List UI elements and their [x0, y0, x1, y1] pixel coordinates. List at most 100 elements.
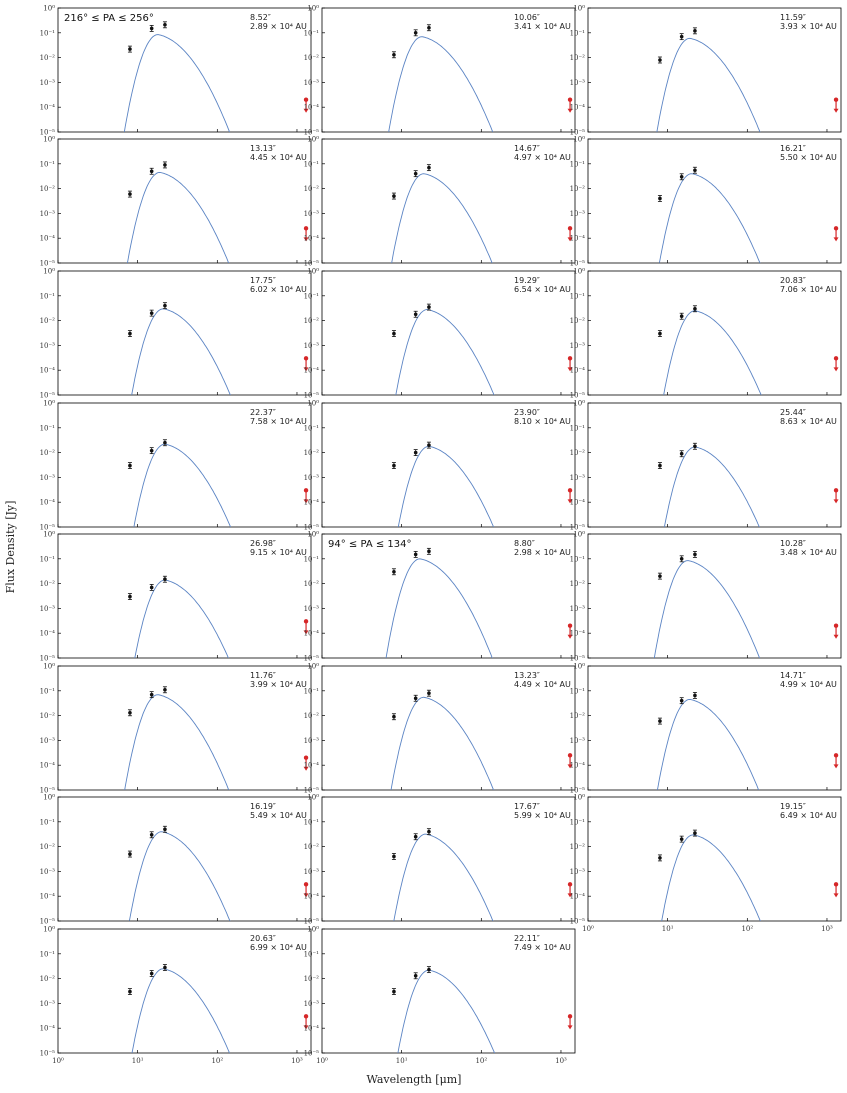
y-tick-label: 10⁻³ — [304, 79, 320, 87]
data-point — [392, 989, 396, 994]
data-point — [427, 549, 431, 554]
y-tick-label: 10⁻² — [40, 580, 56, 588]
y-tick-label: 10⁻⁴ — [304, 235, 320, 243]
upper-limit-arrowhead — [567, 237, 573, 242]
pa-range-label: 94° ≤ PA ≤ 134° — [328, 539, 412, 550]
sed-panel: 10⁻⁵ 10⁻⁴ 10⁻³ 10⁻² 10⁻¹ 10⁰ 25.44″8.63 × 10⁴ … — [570, 400, 842, 532]
data-point — [693, 29, 697, 33]
distance-label: 6.99 × 10⁴ AU — [250, 943, 307, 952]
radius-label: 8.52″ — [250, 13, 271, 22]
y-tick-label: 10⁻¹ — [304, 687, 320, 695]
sed-panel: 10⁻⁵ 10⁻⁴ 10⁻³ 10⁻² 10⁻¹ 10⁰ 17.67″5.99 × 10⁴ … — [304, 794, 576, 926]
data-point — [427, 165, 431, 170]
sed-panel: 10⁻⁵ 10⁻⁴ 10⁻³ 10⁻² 10⁻¹ 10⁰ 11.76″3.99 × 10⁴ … — [40, 663, 312, 795]
model-curve — [656, 698, 760, 790]
y-tick-label: 10⁻² — [40, 843, 56, 851]
radius-label: 13.13″ — [250, 144, 276, 153]
model-curve — [134, 579, 229, 658]
y-tick-label: 10⁻² — [304, 317, 320, 325]
y-tick-label: 10⁻² — [304, 185, 320, 193]
y-tick-label: 10⁻⁵ — [40, 787, 56, 795]
distance-label: 2.98 × 10⁴ AU — [514, 548, 571, 557]
data-point — [679, 314, 684, 319]
radius-label: 19.29″ — [514, 276, 540, 285]
upper-limit-arrowhead — [567, 367, 573, 372]
y-tick-label: 10⁻³ — [304, 605, 320, 613]
upper-limit-point — [833, 488, 839, 493]
y-tick-label: 10⁰ — [573, 663, 585, 671]
model-curve — [131, 308, 231, 395]
distance-label: 3.41 × 10⁴ AU — [514, 22, 571, 31]
sed-panel: 10⁻⁵ 10⁻⁴ 10⁻³ 10⁻² 10⁻¹ 10⁰ 19.29″6.54 × 10⁴ … — [304, 268, 576, 400]
data-point — [163, 827, 167, 832]
data-point — [392, 569, 396, 574]
y-tick-label: 10⁰ — [307, 268, 319, 276]
y-tick-label: 10⁻¹ — [304, 950, 320, 958]
y-tick-label: 10⁻² — [304, 449, 320, 457]
y-tick-label: 10⁰ — [43, 5, 55, 13]
model-curve — [656, 37, 761, 132]
radius-label: 10.06″ — [514, 13, 540, 22]
data-point — [693, 552, 697, 557]
y-tick-label: 10⁻⁴ — [570, 630, 586, 638]
y-tick-label: 10⁻² — [304, 580, 320, 588]
distance-label: 7.58 × 10⁴ AU — [250, 417, 307, 426]
distance-label: 3.93 × 10⁴ AU — [780, 22, 837, 31]
distance-label: 5.49 × 10⁴ AU — [250, 811, 307, 820]
y-tick-label: 10⁻⁴ — [570, 499, 586, 507]
data-point — [128, 47, 132, 51]
data-point — [679, 557, 684, 561]
sed-panel: 10⁻⁵ 10⁻⁴ 10⁻³ 10⁻² 10⁻¹ 10⁰ 16.19″5.49 × 10⁴ … — [40, 794, 312, 926]
upper-limit-arrowhead — [567, 1025, 573, 1030]
data-point — [128, 852, 132, 856]
y-tick-label: 10⁻⁵ — [40, 524, 56, 532]
sed-panel: 10⁻⁵ 10⁻⁴ 10⁻³ 10⁻² 10⁻¹ 10⁰ 13.23″4.49 × 10⁴ … — [304, 663, 576, 795]
radius-label: 23.90″ — [514, 408, 540, 417]
distance-label: 2.89 × 10⁴ AU — [250, 22, 307, 31]
sed-panel: 10⁻⁵ 10⁻⁴ 10⁻³ 10⁻² 10⁻¹ 10⁰ 17.75″6.02 × 10⁴ … — [40, 268, 312, 400]
sed-panel: 10⁻⁵ 10⁻⁴ 10⁻³ 10⁻² 10⁻¹ 10⁰ 26.98″9.15 × 10⁴ … — [40, 531, 312, 663]
upper-limit-arrowhead — [303, 630, 309, 635]
y-tick-label: 10⁻⁴ — [570, 104, 586, 112]
y-tick-label: 10⁻³ — [40, 210, 56, 218]
model-curve — [653, 560, 761, 658]
y-tick-label: 10⁻² — [40, 712, 56, 720]
y-tick-label: 10⁻⁵ — [570, 392, 586, 400]
y-tick-label: 10⁻⁵ — [570, 655, 586, 663]
panel-frame — [57, 138, 312, 264]
y-tick-label: 10⁻³ — [40, 868, 56, 876]
panel-frame — [57, 402, 312, 528]
y-tick-label: 10⁻⁴ — [304, 1025, 320, 1033]
data-point — [392, 714, 396, 719]
panel-frame — [321, 7, 576, 133]
y-tick-label: 10⁻¹ — [570, 292, 586, 300]
y-tick-label: 10⁻³ — [304, 210, 320, 218]
radius-label: 11.76″ — [250, 671, 276, 680]
y-tick-label: 10⁰ — [307, 926, 319, 934]
pa-range-label: 216° ≤ PA ≤ 256° — [64, 13, 154, 24]
y-tick-label: 10⁻¹ — [570, 424, 586, 432]
y-tick-label: 10⁻⁵ — [570, 129, 586, 137]
data-point — [392, 194, 396, 198]
data-point — [392, 52, 396, 57]
model-curve — [133, 443, 232, 527]
distance-label: 7.49 × 10⁴ AU — [514, 943, 571, 952]
y-tick-label: 10⁻⁴ — [304, 630, 320, 638]
y-tick-label: 10⁻³ — [40, 474, 56, 482]
y-tick-label: 10⁰ — [573, 400, 585, 408]
y-tick-label: 10⁻² — [40, 54, 56, 62]
y-tick-label: 10⁻¹ — [40, 160, 56, 168]
data-point — [693, 693, 697, 698]
y-tick-label: 10⁻² — [304, 54, 320, 62]
distance-label: 4.99 × 10⁴ AU — [780, 680, 837, 689]
y-tick-label: 10⁰ — [43, 268, 55, 276]
y-tick-label: 10⁻⁵ — [40, 918, 56, 926]
data-point — [163, 163, 167, 167]
sed-panel: 10⁻⁵ 10⁻⁴ 10⁻³ 10⁻² 10⁻¹ 10⁰ 22.37″7.58 × 10⁴ … — [40, 400, 312, 532]
sed-panel: 10⁻⁵ 10⁻⁴ 10⁻³ 10⁻² 10⁻¹ 10⁰ 14.67″4.97 × 10⁴ … — [304, 136, 576, 268]
distance-label: 3.99 × 10⁴ AU — [250, 680, 307, 689]
data-point — [392, 463, 396, 468]
x-tick-label: 10² — [211, 1057, 223, 1065]
x-tick-label: 10² — [475, 1057, 487, 1065]
y-tick-label: 10⁻¹ — [40, 555, 56, 563]
